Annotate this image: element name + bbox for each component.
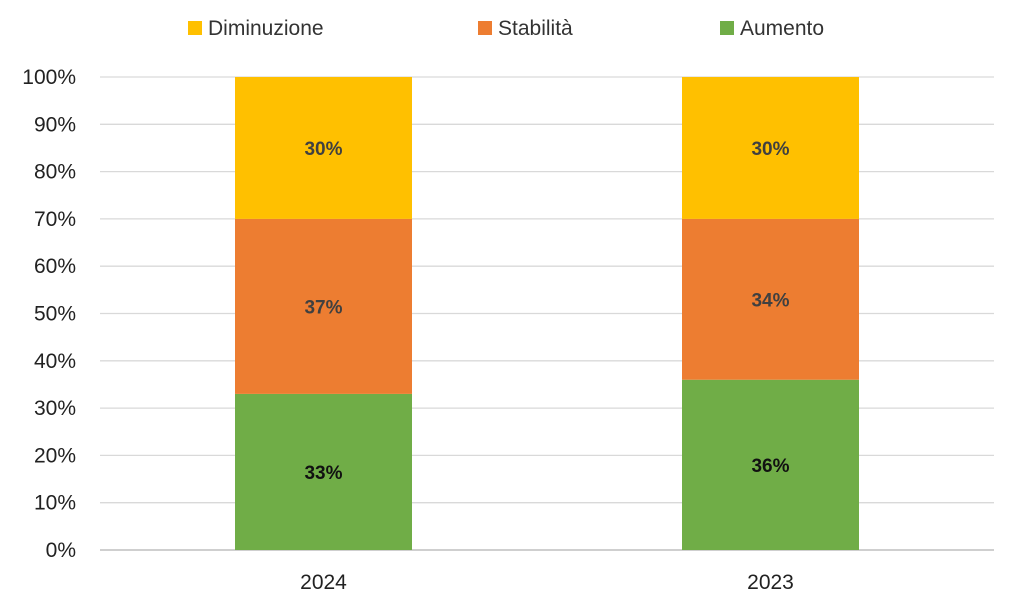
gridlines (100, 76, 994, 504)
data-label: 36% (751, 456, 789, 477)
legend: Diminuzione Stabilità Aumento (188, 17, 824, 40)
y-tick-label: 100% (22, 66, 76, 89)
bar-segment-2023-stabilità (682, 218, 859, 380)
bar-segment-2024-aumento (235, 393, 412, 550)
legend-label: Stabilità (498, 17, 573, 40)
data-label: 30% (751, 139, 789, 160)
y-tick-label: 90% (34, 113, 76, 136)
bar-segment-2024-diminuzione (235, 77, 412, 219)
y-tick-label: 20% (34, 444, 76, 467)
bar-segment-2023-aumento (682, 379, 859, 550)
legend-label: Aumento (740, 17, 824, 40)
y-tick-label: 80% (34, 161, 76, 184)
legend-swatch (188, 21, 202, 35)
x-tick-label: 2024 (300, 571, 347, 594)
bar-segment-2023-diminuzione (682, 77, 859, 219)
data-label: 33% (304, 463, 342, 484)
y-tick-label: 70% (34, 208, 76, 231)
data-label: 37% (304, 297, 342, 318)
y-tick-label: 10% (34, 492, 76, 515)
y-tick-label: 40% (34, 350, 76, 373)
y-tick-label: 30% (34, 397, 76, 420)
legend-swatch (720, 21, 734, 35)
legend-swatch (478, 21, 492, 35)
bars: 33% 37% 30% 36% 34% 30% (235, 77, 859, 550)
y-tick-label: 0% (46, 539, 76, 562)
data-label: 34% (751, 290, 789, 311)
legend-label: Diminuzione (208, 17, 324, 40)
x-axis: 2024 2023 (300, 571, 794, 594)
y-tick-label: 50% (34, 303, 76, 326)
x-tick-label: 2023 (747, 571, 794, 594)
y-axis: 0% 10% 20% 30% 40% 50% 60% 70% 80% 90% 100% (22, 66, 994, 562)
data-label: 30% (304, 139, 342, 160)
y-tick-label: 60% (34, 255, 76, 278)
bar-segment-2024-stabilità (235, 218, 412, 394)
